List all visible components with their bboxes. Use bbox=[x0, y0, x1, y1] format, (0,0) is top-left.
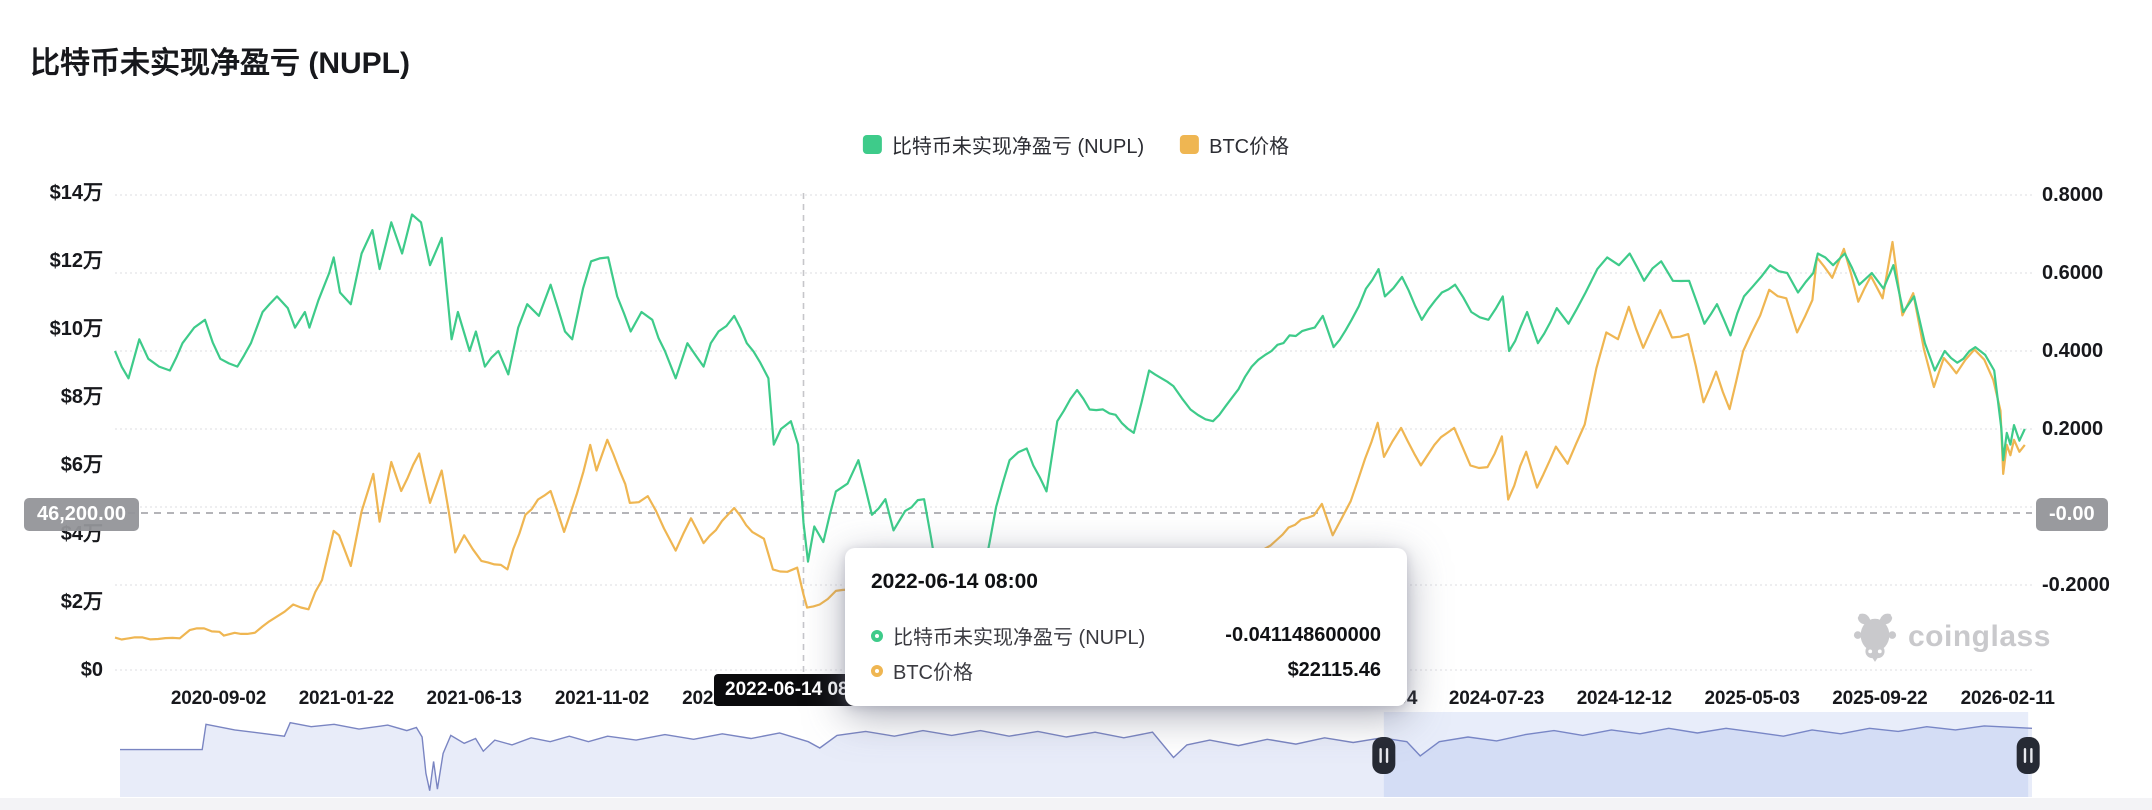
y-axis-label-right: 0.8000 bbox=[2042, 184, 2104, 206]
x-axis-label: 2024-07-23 bbox=[1448, 688, 1545, 709]
x-axis-label: 2021-11-02 bbox=[554, 688, 649, 709]
x-axis-label: 2024-12-12 bbox=[1576, 688, 1672, 709]
btc-marker-icon bbox=[871, 664, 883, 677]
left-axis-labels: $14万 $12万 $10万 $8万 $6万 $4万 $2万 $0 bbox=[0, 0, 103, 810]
tooltip-label: BTC价格 bbox=[893, 662, 973, 684]
legend: 比特币未实现净盈亏 (NUPL) BTC价格 bbox=[862, 130, 1289, 159]
y-axis-label-left: $8万 bbox=[60, 386, 103, 409]
crosshair-price-badge: 46,200.00 bbox=[24, 498, 139, 531]
tooltip-label: 比特币未实现净盈亏 (NUPL) bbox=[893, 627, 1146, 649]
tooltip-value: -0.041148600000 bbox=[1225, 624, 1381, 646]
navigator-left-handle[interactable] bbox=[1372, 737, 1396, 774]
right-axis-labels: 0.8000 0.6000 0.4000 0.2000 -0.2000 bbox=[2042, 0, 2150, 810]
nupl-legend-swatch-icon bbox=[862, 135, 882, 154]
y-axis-label-left: $14万 bbox=[49, 181, 103, 204]
tooltip-row-btc-price: BTC价格 $22115.46 bbox=[871, 653, 1381, 688]
coinglass-watermark: coinglass bbox=[1852, 612, 2051, 662]
page-title: 比特币未实现净盈亏 (NUPL) bbox=[30, 47, 410, 80]
legend-label: BTC价格 bbox=[1209, 136, 1290, 158]
bottom-strip bbox=[0, 798, 2152, 810]
coinglass-bull-icon bbox=[1853, 613, 1897, 662]
x-axis-label: 2026-02-11 bbox=[1960, 688, 2055, 709]
y-axis-label-right: -0.2000 bbox=[2042, 574, 2110, 596]
tooltip-date: 2022-06-14 08:00 bbox=[871, 570, 1038, 593]
tooltip-row-nupl: 比特币未实现净盈亏 (NUPL) -0.041148600000 bbox=[871, 618, 1381, 653]
x-axis-label: 2025-09-22 bbox=[1832, 688, 1928, 709]
y-axis-label-left: $10万 bbox=[49, 318, 103, 340]
nupl-marker-icon bbox=[871, 629, 883, 642]
btc-legend-swatch-icon bbox=[1180, 135, 1200, 154]
navigator-right-handle[interactable] bbox=[2016, 737, 2040, 774]
legend-item-nupl[interactable]: 比特币未实现净盈亏 (NUPL) bbox=[862, 130, 1145, 159]
y-axis-label-left: $12万 bbox=[49, 249, 103, 272]
x-axis-label: 2021-06-13 bbox=[426, 688, 522, 709]
y-axis-label-left: $2万 bbox=[60, 590, 103, 613]
x-axis-label: 2021-01-22 bbox=[298, 688, 394, 709]
y-axis-label-right: 0.6000 bbox=[2042, 262, 2104, 284]
x-axis-label: 2025-05-03 bbox=[1704, 688, 1800, 709]
x-axis-label: 2020-09-02 bbox=[170, 688, 267, 709]
y-axis-label-left: $0 bbox=[80, 659, 103, 681]
legend-item-btc-price[interactable]: BTC价格 bbox=[1180, 130, 1289, 159]
range-navigator bbox=[120, 712, 2040, 797]
y-axis-label-right: 0.2000 bbox=[2042, 418, 2104, 440]
watermark-text: coinglass bbox=[1908, 620, 2051, 653]
tooltip: 2022-06-14 08:00 比特币未实现净盈亏 (NUPL) -0.041… bbox=[845, 548, 1407, 706]
y-axis-label-right: 0.4000 bbox=[2042, 340, 2104, 362]
legend-label: 比特币未实现净盈亏 (NUPL) bbox=[891, 136, 1145, 158]
crosshair-nupl-badge: -0.00 bbox=[2036, 498, 2108, 531]
tooltip-value: $22115.46 bbox=[1287, 659, 1381, 681]
y-axis-label-left: $6万 bbox=[60, 454, 103, 477]
